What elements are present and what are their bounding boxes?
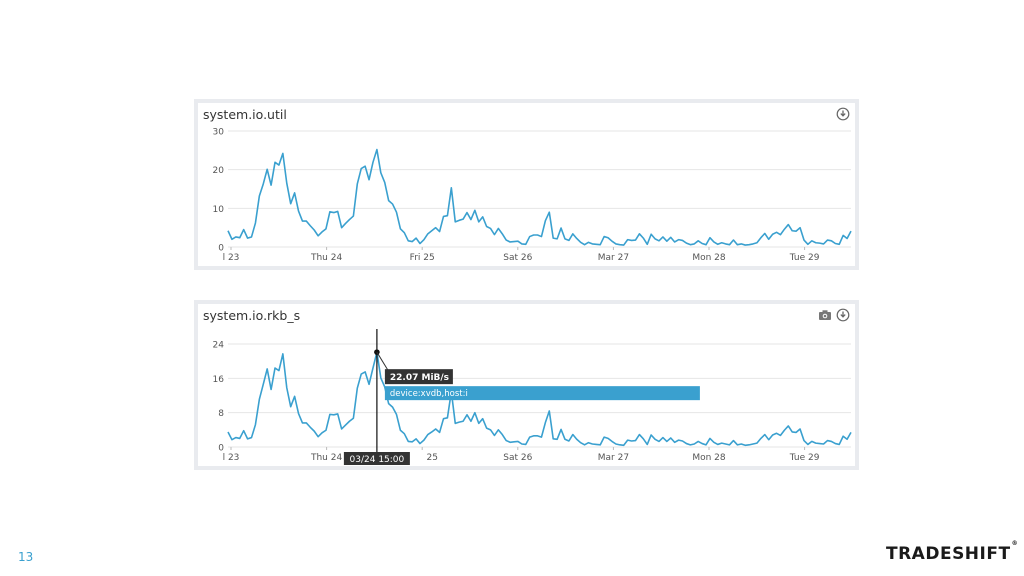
- tooltip-connector: [376, 351, 389, 371]
- y-tick-label: 20: [213, 166, 225, 176]
- tooltip-value-box: [384, 369, 453, 385]
- logo-mark: ®: [1011, 540, 1019, 548]
- tooltip-series-tag: device:xvdb,host:i: [390, 389, 468, 399]
- chart-title: system.io.rkb_s: [203, 308, 301, 323]
- x-tick-label: Mon 28: [692, 253, 726, 263]
- y-tick-label: 0: [218, 244, 224, 254]
- series-line[interactable]: [227, 148, 852, 246]
- series-line[interactable]: [227, 351, 852, 447]
- tooltip-x-label: 03/24 15:00: [350, 455, 405, 465]
- slide-number: 13: [18, 550, 34, 564]
- x-tick-label: Mar 27: [598, 453, 629, 463]
- y-tick-label: 8: [218, 409, 224, 419]
- y-tick-label: 16: [213, 375, 225, 385]
- x-tick-label: l 23: [223, 253, 240, 263]
- tooltip-x-box: [343, 452, 410, 465]
- x-tick-label: Mon 28: [692, 453, 726, 463]
- camera-icon[interactable]: [818, 308, 832, 322]
- x-tick-label: Fri 25: [410, 253, 435, 263]
- y-tick-label: 0: [218, 444, 224, 454]
- x-tick-label: Thu 24: [310, 253, 342, 263]
- chart-panel-io-util: system.io.util 0 10 20 30 l 23 Thu 24 Fri 25 Sa…: [194, 99, 859, 270]
- x-tick-label: Tue 29: [789, 253, 820, 263]
- y-tick-label: 30: [213, 128, 225, 138]
- tooltip-series-bar: [384, 386, 700, 401]
- logo-text: TRADESHIFT: [886, 544, 1011, 564]
- x-tick-label: Sat 26: [503, 453, 532, 463]
- chart-plot-area[interactable]: 0 10 20 30 l 23 Thu 24 Fri 25 Sat 26 Mar 27 Mon 2…: [198, 103, 855, 266]
- x-tick-label: Mar 27: [598, 253, 629, 263]
- x-tick-label: l 23: [223, 453, 240, 463]
- download-icon[interactable]: [836, 107, 850, 121]
- chart-plot-area[interactable]: 0 8 16 24 l 23 Thu 24 25 Sat 26 Mar 27 Mon 28 Tue …: [198, 304, 855, 466]
- x-tick-label: Tue 29: [789, 453, 820, 463]
- chart-panel-io-rkb-s: system.io.rkb_s 0 8 16 24 l 23 Thu 24 25 Sat 26…: [194, 300, 859, 470]
- tooltip-value: 22.07 MiB/s: [390, 373, 449, 383]
- x-tick-label: 25: [426, 453, 437, 463]
- x-tick-label: Sat 26: [503, 253, 532, 263]
- hover-point: [374, 349, 380, 355]
- y-tick-label: 10: [213, 205, 225, 215]
- chart-title: system.io.util: [203, 107, 287, 122]
- x-tick-label: Thu 24: [310, 453, 342, 463]
- download-icon[interactable]: [836, 308, 850, 322]
- y-tick-label: 24: [213, 341, 225, 351]
- tradeshift-logo: TRADESHIFT®: [886, 540, 1018, 564]
